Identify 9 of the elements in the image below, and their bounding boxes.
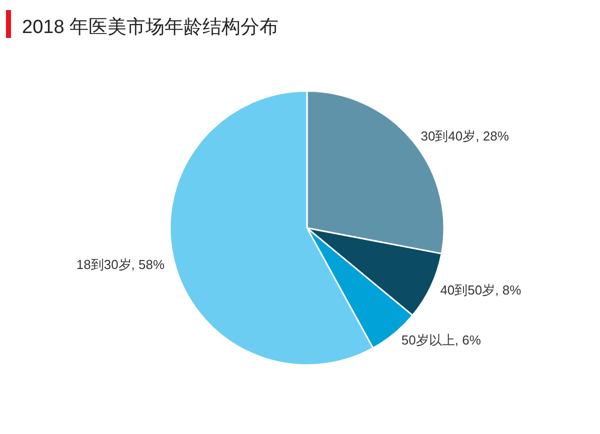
slice-label: 30到40岁 xyxy=(420,128,476,144)
data-label: , 6% xyxy=(454,332,482,348)
data-label: , 8% xyxy=(495,282,522,298)
data-label: , 28% xyxy=(476,128,510,144)
chart-title: 2018 年医美市场年龄结构分布 xyxy=(22,16,279,38)
data-label: , 58% xyxy=(131,257,165,272)
slice-label: 40到50岁 xyxy=(440,282,496,298)
slice-label: 50岁以上 xyxy=(401,332,455,348)
slice-label: 18到30岁 xyxy=(76,257,132,272)
